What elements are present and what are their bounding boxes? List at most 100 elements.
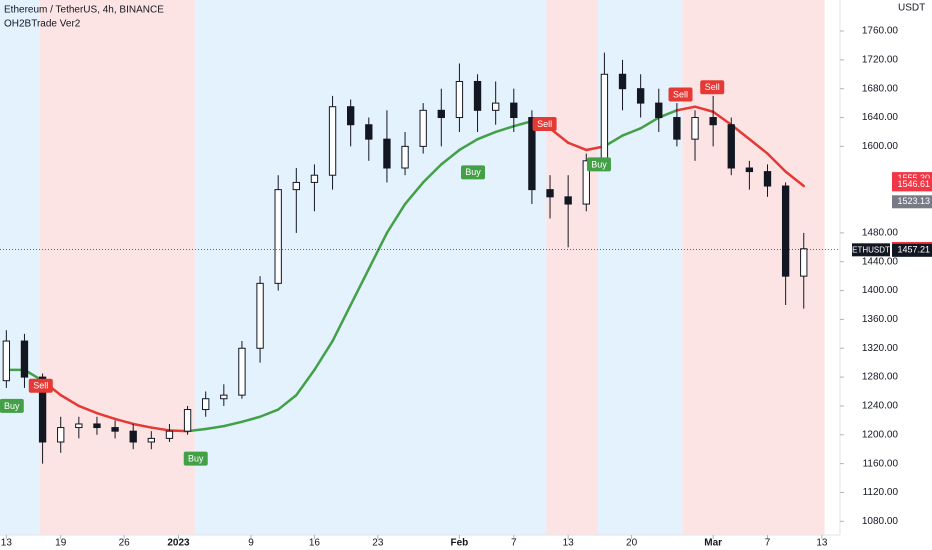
trend-line-segment bbox=[331, 303, 352, 343]
trend-line-segment bbox=[621, 127, 642, 137]
y-tick-label: 1720.00 bbox=[862, 54, 899, 65]
trend-line-segment bbox=[784, 170, 806, 188]
candle-body bbox=[745, 167, 754, 173]
signal-label: Sell bbox=[673, 89, 688, 99]
candle-body bbox=[618, 73, 627, 90]
x-tick-label: 7 bbox=[511, 538, 517, 549]
x-tick-label: 13 bbox=[563, 538, 575, 549]
y-tick-label: 1440.00 bbox=[862, 256, 899, 267]
signal-label: Sell bbox=[705, 82, 720, 92]
trend-line-segment bbox=[748, 137, 769, 155]
indicator-name: OH2BTrade Ver2 bbox=[4, 19, 81, 30]
symbol-badge bbox=[852, 243, 890, 257]
x-tick-label: 13 bbox=[1, 538, 13, 549]
price-badge-label: 1457.21 bbox=[897, 245, 930, 255]
trend-line-segment bbox=[367, 231, 389, 271]
candle-body bbox=[800, 248, 808, 277]
x-tick-label: 7 bbox=[765, 538, 771, 549]
candle-body bbox=[491, 102, 500, 111]
trend-line-segment bbox=[639, 116, 661, 130]
candle-body bbox=[202, 398, 210, 411]
trend-line-segment bbox=[59, 393, 81, 408]
signal-label: Buy bbox=[465, 167, 481, 177]
candle-body bbox=[75, 423, 83, 429]
candle-body bbox=[419, 109, 427, 147]
candle-body bbox=[274, 189, 282, 284]
candle-body bbox=[528, 117, 536, 191]
x-tick-label: Mar bbox=[704, 538, 722, 549]
trend-line-segment bbox=[766, 152, 787, 173]
y-tick-label: 1480.00 bbox=[862, 228, 899, 239]
candle-body bbox=[328, 106, 337, 176]
candle-body bbox=[673, 117, 681, 140]
candle-body bbox=[510, 102, 518, 119]
y-tick-label: 1680.00 bbox=[862, 83, 899, 94]
trend-line-segment bbox=[675, 105, 697, 112]
price-unit: USDT bbox=[898, 3, 925, 14]
trend-line-segment bbox=[258, 408, 280, 419]
candle-body bbox=[437, 109, 445, 119]
candle-body bbox=[655, 102, 663, 119]
candle-body bbox=[347, 106, 355, 126]
x-tick-label: 16 bbox=[309, 538, 321, 549]
candle-body bbox=[709, 117, 717, 126]
signal-box bbox=[183, 451, 208, 466]
trend-line-segment bbox=[494, 124, 516, 134]
symbol-label: ETHUSDT bbox=[852, 245, 890, 254]
signal: Buy bbox=[183, 451, 208, 466]
candle-body bbox=[600, 73, 609, 162]
candle-body bbox=[564, 196, 572, 205]
trend-line-segment bbox=[421, 163, 443, 184]
y-tick-label: 1080.00 bbox=[862, 516, 899, 527]
signal: Sell bbox=[700, 80, 725, 95]
candle-body bbox=[310, 174, 319, 183]
candle-body bbox=[38, 376, 47, 443]
y-tick-label: 1160.00 bbox=[863, 458, 899, 469]
y-tick-label: 1200.00 bbox=[862, 429, 899, 440]
trend-line-segment bbox=[276, 393, 298, 411]
trend-line-segment bbox=[440, 148, 461, 166]
signal-label: Buy bbox=[188, 453, 204, 463]
zone bbox=[39, 0, 195, 535]
candle-body bbox=[546, 189, 554, 198]
candle-body bbox=[256, 282, 264, 349]
candle-body bbox=[636, 88, 645, 104]
signal-box bbox=[461, 165, 486, 180]
signal: Buy bbox=[586, 157, 611, 172]
candle-body bbox=[473, 80, 482, 111]
signal: Sell bbox=[668, 87, 693, 102]
trend-line-segment bbox=[95, 411, 117, 421]
candle-body bbox=[147, 437, 155, 443]
signal: Buy bbox=[461, 165, 486, 180]
signal-box bbox=[700, 80, 725, 95]
chart-title: Ethereum / TetherUS, 4h, BINANCE bbox=[4, 5, 164, 16]
x-tick-label: 26 bbox=[119, 538, 131, 549]
candle-body bbox=[455, 80, 464, 119]
trend-line-segment bbox=[113, 417, 135, 426]
price-badge bbox=[892, 243, 932, 257]
signal-label: Sell bbox=[537, 119, 552, 129]
candle-body bbox=[238, 347, 246, 396]
signal-box bbox=[668, 87, 693, 102]
zones bbox=[0, 0, 825, 535]
candle-body bbox=[727, 124, 735, 169]
y-tick-label: 1320.00 bbox=[862, 343, 899, 354]
candle-body bbox=[383, 138, 391, 169]
trend-line-segment bbox=[476, 130, 497, 141]
signal-label: Buy bbox=[591, 159, 607, 169]
y-tick-label: 1280.00 bbox=[862, 372, 899, 383]
price-badge-label: 1555.30 bbox=[897, 173, 930, 183]
trend-line-segment bbox=[693, 105, 715, 114]
x-tick-label: 19 bbox=[55, 538, 67, 549]
zone bbox=[546, 0, 599, 535]
x-tick-label: 20 bbox=[626, 538, 638, 549]
trend-line-segment bbox=[77, 404, 99, 415]
trend-line-segment bbox=[295, 368, 316, 397]
trend-line-segment bbox=[385, 202, 407, 235]
signal-box bbox=[532, 117, 557, 132]
plot: Buy Sell Buy Buy Sell Buy Sell Sell bbox=[0, 52, 808, 466]
trend-line-segment bbox=[150, 426, 171, 432]
candle-body bbox=[57, 427, 65, 443]
price-badge-label: 1546.61 bbox=[897, 179, 930, 189]
